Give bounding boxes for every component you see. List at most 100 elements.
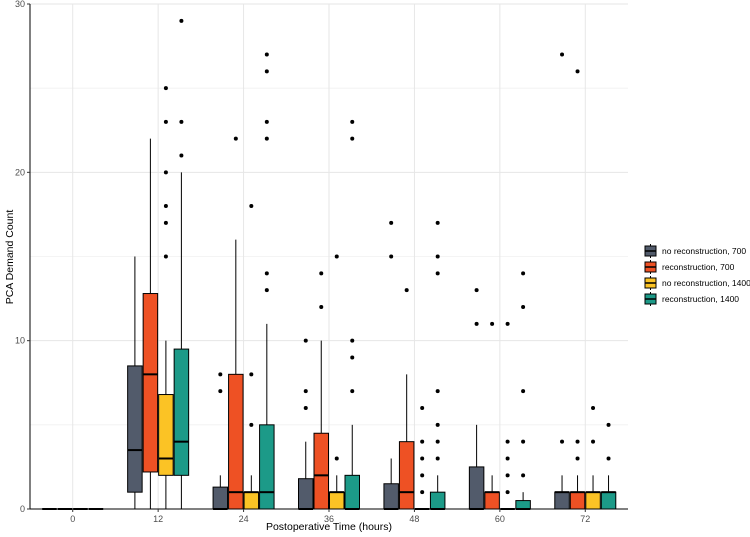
box [484, 491, 500, 510]
x-tick-label: 12 [153, 514, 163, 524]
outlier-point [474, 288, 479, 293]
outlier-point [560, 439, 565, 444]
box-0-2 [212, 372, 229, 510]
outlier-point [264, 271, 269, 276]
outlier-point [505, 321, 510, 326]
legend-item: reconstruction, 700 [644, 260, 735, 274]
outlier-point [420, 406, 425, 410]
outlier-point [163, 204, 168, 208]
box-2-6 [585, 406, 601, 510]
outlier-point [350, 355, 355, 360]
outlier-point [420, 473, 425, 478]
outlier-point [249, 372, 254, 377]
grid-lines [30, 3, 628, 510]
outlier-point [435, 389, 440, 394]
box [383, 483, 399, 510]
outlier-point [264, 136, 269, 141]
box [228, 373, 244, 510]
outlier-point [591, 406, 596, 410]
x-axis-title: Postoperative Time (hours) [266, 521, 392, 533]
outlier-point [389, 220, 394, 225]
legend-label: reconstruction, 1400 [662, 294, 739, 304]
box [600, 491, 617, 510]
outlier-point [435, 422, 440, 427]
outlier-point [505, 456, 510, 461]
outlier-point [420, 456, 425, 461]
box-0-4 [383, 220, 399, 510]
box-2-1 [158, 86, 174, 509]
box-1-1 [142, 138, 159, 509]
outlier-point [249, 422, 254, 427]
box [173, 348, 190, 476]
outlier-point [575, 456, 580, 461]
box-0-6 [554, 52, 570, 510]
legend-item: no reconstruction, 700 [644, 244, 746, 258]
x-tick-label: 72 [580, 514, 590, 524]
outlier-point [264, 69, 269, 74]
series-group [57, 69, 586, 510]
outlier-point [560, 52, 565, 57]
box-1-6 [569, 69, 586, 510]
outlier-point [163, 220, 168, 225]
outlier-point [575, 69, 580, 74]
x-tick-label: 60 [495, 514, 505, 524]
box [329, 491, 345, 510]
box-3-5 [515, 271, 531, 510]
outlier-point [179, 119, 184, 124]
plot-marks [42, 18, 617, 510]
outlier-point [350, 119, 355, 124]
outlier-point [264, 119, 269, 124]
outlier-point [350, 389, 355, 394]
box-3-4 [429, 220, 446, 510]
outlier-point [303, 338, 308, 343]
outlier-point [404, 288, 409, 293]
axes: 0 10 20 30 0 12 24 36 48 60 72 [15, 0, 628, 524]
box [398, 441, 415, 510]
box [259, 424, 275, 510]
outlier-point [163, 119, 168, 124]
outlier-point [420, 490, 425, 495]
outlier-point [505, 473, 510, 478]
box [585, 491, 601, 510]
legend-label: no reconstruction, 700 [662, 246, 746, 256]
outlier-point [334, 456, 339, 461]
box [158, 394, 174, 476]
outlier-point [163, 170, 168, 175]
box-1-3 [313, 271, 329, 510]
outlier-point [521, 389, 526, 394]
outlier-point [350, 136, 355, 141]
box-0-3 [298, 338, 314, 510]
outlier-point [389, 254, 394, 259]
outlier-point [575, 439, 580, 444]
box [515, 500, 531, 510]
y-tick-label: 30 [15, 0, 25, 9]
legend-label: reconstruction, 700 [662, 262, 735, 272]
outlier-point [591, 439, 596, 444]
legend-item: reconstruction, 1400 [644, 292, 739, 306]
outlier-point [303, 406, 308, 410]
legend-item: no reconstruction, 1400 [644, 276, 750, 290]
series-group [42, 52, 570, 510]
outlier-point [606, 456, 611, 461]
outlier-point [521, 439, 526, 444]
box-3-6 [600, 422, 617, 510]
box [569, 491, 586, 510]
outlier-point [163, 86, 168, 91]
box [468, 466, 485, 510]
outlier-point [435, 271, 440, 276]
legend: no reconstruction, 700 reconstruction, 70… [644, 244, 750, 306]
outlier-point [435, 456, 440, 461]
outlier-point [218, 372, 223, 377]
box-2-5 [500, 321, 515, 510]
outlier-point [264, 288, 269, 293]
outlier-point [303, 389, 308, 394]
outlier-point [319, 305, 324, 309]
box-3-1 [173, 18, 190, 509]
outlier-point [334, 254, 339, 259]
outlier-point [521, 271, 526, 276]
outlier-point [521, 305, 526, 309]
box [142, 293, 159, 473]
outlier-point [179, 153, 184, 158]
box-2-2 [243, 204, 260, 510]
